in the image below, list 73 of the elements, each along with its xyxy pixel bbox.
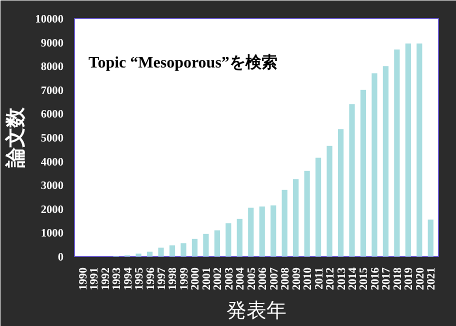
x-tick-label: 2014 [346, 267, 359, 290]
x-tick-label: 2017 [380, 267, 393, 290]
y-tick-label: 3000 [40, 180, 64, 192]
bar [192, 238, 198, 256]
bar [248, 208, 254, 256]
bar [315, 158, 322, 256]
y-tick-label: 9000 [40, 37, 64, 50]
y-tick-label: 8000 [40, 61, 64, 74]
bar [428, 220, 434, 256]
y-axis-title: 論文数 [3, 106, 28, 168]
x-tick-label: 2018 [392, 267, 404, 290]
x-tick-label: 2009 [290, 267, 303, 290]
x-tick-label: 2016 [369, 267, 382, 290]
x-tick-label: 1999 [178, 267, 190, 290]
bar [226, 223, 232, 256]
x-tick-label: 1992 [100, 267, 112, 290]
bar [293, 179, 299, 256]
x-tick-label: 2001 [200, 267, 213, 290]
bar [282, 190, 288, 256]
x-tick-label: 1994 [122, 267, 134, 290]
x-tick-label: 2004 [234, 267, 247, 290]
y-tick-label: 7000 [40, 84, 64, 97]
bar [304, 170, 310, 256]
bar [236, 218, 242, 256]
x-tick-label: 1990 [77, 267, 90, 290]
x-tick-label: 2008 [280, 267, 292, 290]
x-tick-label: 1991 [88, 267, 101, 290]
x-tick-label: 2002 [212, 267, 224, 290]
x-tick-label: 2015 [358, 267, 370, 290]
y-tick-label: 10000 [35, 14, 64, 26]
bar [372, 73, 378, 256]
x-tick-label: 2007 [268, 267, 280, 290]
x-tick-label: 1993 [111, 267, 124, 290]
bar [203, 234, 209, 256]
bar [180, 243, 186, 256]
bar [259, 206, 265, 256]
bar [360, 90, 366, 256]
bar [158, 248, 164, 256]
x-tick-label: 2005 [246, 267, 258, 290]
x-tick-label: 1996 [144, 267, 157, 290]
y-tick-label: 0 [58, 252, 64, 264]
x-tick-label: 2011 [313, 267, 326, 290]
bar [136, 254, 142, 256]
x-tick-label: 1998 [167, 267, 180, 290]
x-tick-label: 2012 [324, 267, 337, 290]
annotation: Topic “Mesoporous”を検索 [88, 54, 278, 72]
x-axis-title: 発表年 [226, 298, 286, 322]
bar [416, 43, 422, 256]
x-tick-label: 2006 [257, 267, 270, 290]
bar [146, 252, 153, 256]
x-tick-label: 2021 [426, 267, 438, 290]
y-tick-label: 2000 [40, 204, 64, 216]
bar [394, 49, 400, 256]
y-tick-label: 5000 [40, 132, 64, 144]
x-tick-label: 2020 [414, 267, 426, 290]
bar [338, 129, 344, 256]
bar [405, 43, 411, 256]
y-tick-label: 6000 [40, 108, 64, 121]
bar [169, 245, 176, 256]
x-tick-label: 2000 [190, 267, 202, 290]
y-tick-label: 1000 [40, 228, 64, 240]
x-tick-label: 2003 [223, 267, 236, 290]
y-tick-label: 4000 [40, 156, 64, 168]
x-tick-label: 2019 [403, 267, 416, 290]
bar [349, 104, 355, 256]
bar [270, 205, 276, 256]
x-tick-label: 2010 [302, 267, 314, 290]
bar [326, 146, 332, 256]
bar [214, 230, 220, 256]
x-tick-label: 2013 [336, 267, 348, 290]
x-tick-label: 1997 [156, 267, 168, 290]
bar [382, 66, 389, 256]
x-tick-label: 1995 [134, 267, 146, 290]
